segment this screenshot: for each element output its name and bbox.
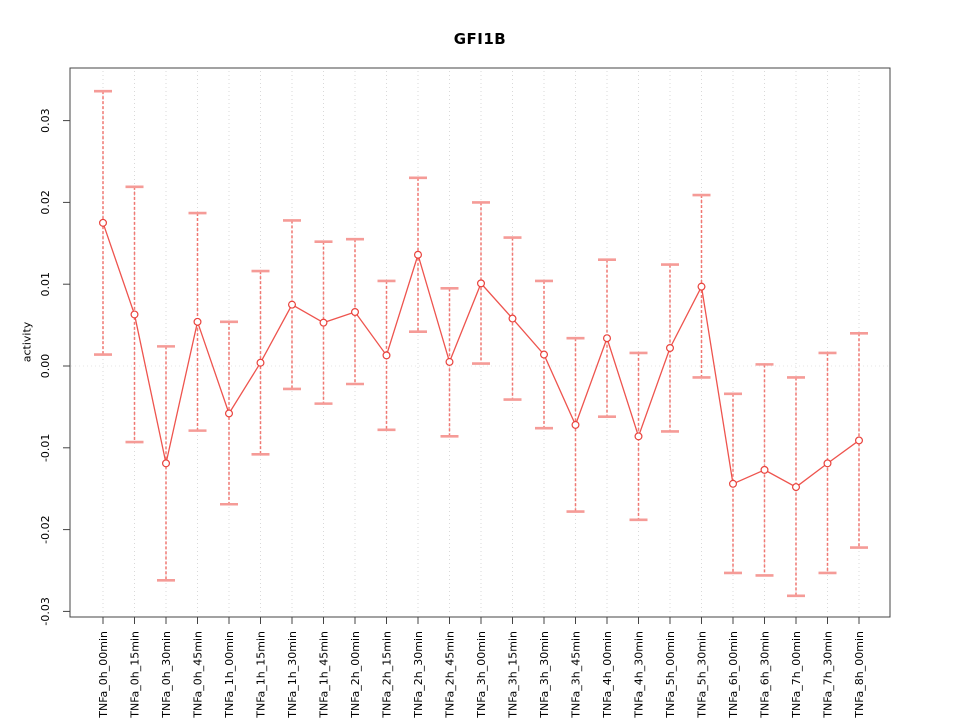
x-tick-label: TNFa_2h_00min <box>349 631 362 719</box>
data-point <box>602 334 611 343</box>
chart-title: GFI1B <box>453 30 507 48</box>
x-tick-label: TNFa_3h_15min <box>507 631 520 719</box>
x-tick-label: TNFa_1h_45min <box>318 631 331 719</box>
x-tick-label: TNFa_8h_00min <box>853 631 866 719</box>
data-point <box>225 409 234 418</box>
x-tick-label: TNFa_5h_30min <box>696 631 709 719</box>
data-point <box>854 436 863 445</box>
data-point <box>508 314 517 323</box>
data-point <box>634 432 643 441</box>
x-tick-label: TNFa_3h_00min <box>475 631 488 719</box>
data-point <box>665 344 674 353</box>
y-tick-label: -0.02 <box>39 515 52 543</box>
data-point <box>445 357 454 366</box>
data-point <box>193 317 202 326</box>
x-tick-label: TNFa_4h_00min <box>601 631 614 719</box>
y-tick-label: 0.03 <box>39 108 52 133</box>
x-tick-label: TNFa_2h_45min <box>444 631 457 719</box>
x-tick-label: TNFa_3h_45min <box>570 631 583 719</box>
data-point <box>382 351 391 360</box>
x-tick-label: TNFa_0h_30min <box>160 631 173 719</box>
x-tick-label: TNFa_4h_30min <box>633 631 646 719</box>
y-tick-label: 0.01 <box>39 272 52 297</box>
data-point <box>760 465 769 474</box>
x-tick-label: TNFa_6h_30min <box>759 631 772 719</box>
x-tick-label: TNFa_0h_45min <box>192 631 205 719</box>
data-point <box>288 300 297 309</box>
data-point <box>351 308 360 317</box>
x-tick-label: TNFa_5h_00min <box>664 631 677 719</box>
data-point <box>539 350 548 359</box>
data-point <box>256 358 265 367</box>
x-tick-label: TNFa_7h_30min <box>822 631 835 719</box>
x-tick-label: TNFa_3h_30min <box>538 631 551 719</box>
x-tick-label: TNFa_2h_15min <box>381 631 394 719</box>
x-tick-label: TNFa_2h_30min <box>412 631 425 719</box>
data-point <box>571 420 580 429</box>
y-tick-label: 0.02 <box>39 190 52 215</box>
data-point <box>319 318 328 327</box>
data-point <box>728 479 737 488</box>
x-tick-label: TNFa_0h_15min <box>129 631 142 719</box>
data-point <box>697 282 706 291</box>
x-tick-label: TNFa_1h_30min <box>286 631 299 719</box>
data-point <box>130 310 139 319</box>
x-tick-label: TNFa_1h_15min <box>255 631 268 719</box>
x-tick-label: TNFa_6h_00min <box>727 631 740 719</box>
y-tick-label: 0.00 <box>39 354 52 379</box>
data-point <box>98 218 107 227</box>
x-tick-label: TNFa_7h_00min <box>790 631 803 719</box>
y-tick-label: -0.03 <box>39 597 52 625</box>
y-tick-label: -0.01 <box>39 434 52 462</box>
data-point <box>477 279 486 288</box>
data-point <box>162 459 171 468</box>
data-point <box>414 250 423 259</box>
x-tick-label: TNFa_1h_00min <box>223 631 236 719</box>
x-tick-label: TNFa_0h_00min <box>97 631 110 719</box>
data-point <box>823 459 832 468</box>
data-point <box>791 483 800 492</box>
plot-border <box>69 67 891 618</box>
